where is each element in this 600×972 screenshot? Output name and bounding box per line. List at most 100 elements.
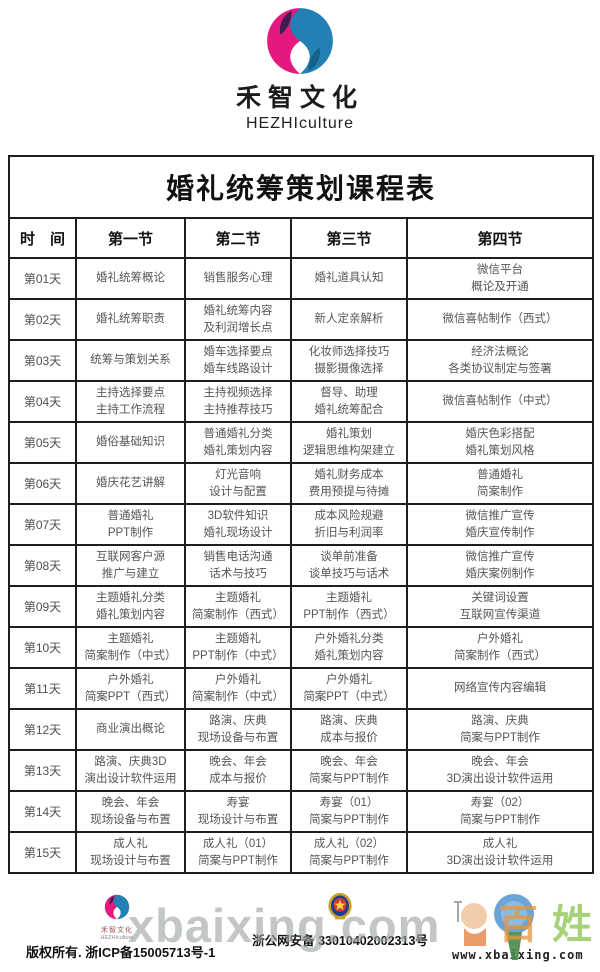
session-cell: 主题婚礼 简案制作（中式） [75,626,186,669]
day-cell: 第13天 [8,749,77,792]
col-head-session1: 第一节 [75,217,186,259]
footer: 禾智文化 HEZHIculture 版权所有. 浙ICP备15005713号-1… [0,892,600,970]
footer-brand: 禾智文化 HEZHIculture [72,894,162,941]
day-cell: 第09天 [8,585,77,628]
session-cell: 微信平台 概论及开通 [406,257,594,300]
session-cell: 晚会、年会 现场设备与布置 [75,790,186,833]
session-cell: 成人礼 现场设计与布置 [75,831,186,874]
session-cell: 谈单前准备 谈单技巧与话术 [290,544,408,587]
session-cell: 婚庆花艺讲解 [75,462,186,505]
session-cell: 婚礼统筹职责 [75,298,186,341]
watermark-cn-xing: 姓 [552,902,592,947]
police-badge-icon [328,892,352,920]
col-head-session4: 第四节 [406,217,594,259]
session-cell: 微信推广宣传 婚庆案例制作 [406,544,594,587]
session-cell: 户外婚礼分类 婚礼策划内容 [290,626,408,669]
session-cell: 微信喜帖制作（中式） [406,380,594,423]
day-cell: 第12天 [8,708,77,751]
session-cell: 寿宴（01） 简案与PPT制作 [290,790,408,833]
session-cell: 新人定亲解析 [290,298,408,341]
course-table-body: 婚礼统筹策划课程表 时 间 第一节 第二节 第三节 第四节 第01天 婚礼统筹概… [8,155,594,874]
session-cell: 婚礼统筹内容 及利润增长点 [184,298,292,341]
session-cell: 主持选择要点 主持工作流程 [75,380,186,423]
session-cell: 销售服务心理 [184,257,292,300]
brand-name-en: HEZHIculture [245,115,355,132]
table-row: 第02天 婚礼统筹职责 婚礼统筹内容 及利润增长点 新人定亲解析 微信喜帖制作（… [8,298,594,341]
table-row: 第10天 主题婚礼 简案制作（中式） 主题婚礼 PPT制作（中式） 户外婚礼分类… [8,626,594,669]
session-cell: 婚礼策划 逻辑思维构架建立 [290,421,408,464]
session-cell: 晚会、年会 3D演出设计软件运用 [406,749,594,792]
col-head-time: 时 间 [8,217,77,259]
footer-brand-en: HEZHIculture [100,935,134,941]
session-cell: 婚礼财务成本 费用预提与待摊 [290,462,408,505]
table-row: 第13天 路演、庆典3D 演出设计软件运用 晚会、年会 成本与报价 晚会、年会 … [8,749,594,792]
day-cell: 第04天 [8,380,77,423]
col-head-session2: 第二节 [184,217,292,259]
table-row: 第06天 婚庆花艺讲解 灯光音响 设计与配置 婚礼财务成本 费用预提与待摊 普通… [8,462,594,505]
session-cell: 成人礼 3D演出设计软件运用 [406,831,594,874]
table-row: 第12天 商业演出概论 路演、庆典 现场设备与布置 路演、庆典 成本与报价 路演… [8,708,594,751]
day-cell: 第08天 [8,544,77,587]
course-table: 婚礼统筹策划课程表 时 间 第一节 第二节 第三节 第四节 第01天 婚礼统筹概… [8,155,594,874]
table-header-row: 时 间 第一节 第二节 第三节 第四节 [8,217,594,259]
session-cell: 商业演出概论 [75,708,186,751]
session-cell: 销售电话沟通 话术与技巧 [184,544,292,587]
session-cell: 主题婚礼 简案制作（西式） [184,585,292,628]
security-record-number: 浙公网安备 33010402002313号 [252,934,428,948]
session-cell: 经济法概论 各类协议制定与签署 [406,339,594,382]
day-cell: 第15天 [8,831,77,874]
session-cell: 路演、庆典3D 演出设计软件运用 [75,749,186,792]
session-cell: 寿宴（02） 简案与PPT制作 [406,790,594,833]
table-row: 第14天 晚会、年会 现场设备与布置 寿宴 现场设计与布置 寿宴（01） 简案与… [8,790,594,833]
session-cell: 婚庆色彩搭配 婚礼策划风格 [406,421,594,464]
session-cell: 晚会、年会 简案与PPT制作 [290,749,408,792]
session-cell: 户外婚礼 简案制作（中式） [184,667,292,710]
day-cell: 第03天 [8,339,77,382]
session-cell: 主题婚礼 PPT制作（西式） [290,585,408,628]
session-cell: 路演、庆典 简案与PPT制作 [406,708,594,751]
hezhi-logo-small-icon [104,894,130,920]
table-row: 第09天 主题婚礼分类 婚礼策划内容 主题婚礼 简案制作（西式） 主题婚礼 PP… [8,585,594,628]
day-cell: 第07天 [8,503,77,546]
day-cell: 第02天 [8,298,77,341]
table-row: 第07天 普通婚礼 PPT制作 3D软件知识 婚礼现场设计 成本风险规避 折旧与… [8,503,594,546]
session-cell: 3D软件知识 婚礼现场设计 [184,503,292,546]
session-cell: 微信推广宣传 婚庆宣传制作 [406,503,594,546]
brand-header: 禾智文化 HEZHIculture [0,6,600,133]
session-cell: 户外婚礼 简案PPT（中式） [290,667,408,710]
table-row: 第05天 婚俗基础知识 普通婚礼分类 婚礼策划内容 婚礼策划 逻辑思维构架建立 … [8,421,594,464]
table-row: 第15天 成人礼 现场设计与布置 成人礼（01） 简案与PPT制作 成人礼（02… [8,831,594,874]
brand-name-cn: 禾智文化 [235,84,364,112]
session-cell: 寿宴 现场设计与布置 [184,790,292,833]
session-cell: 普通婚礼 PPT制作 [75,503,186,546]
session-cell: 主题婚礼分类 婚礼策划内容 [75,585,186,628]
table-row: 第01天 婚礼统筹概论 销售服务心理 婚礼道具认知 微信平台 概论及开通 [8,257,594,300]
session-cell: 主题婚礼 PPT制作（中式） [184,626,292,669]
table-row: 第08天 互联网客户源 推广与建立 销售电话沟通 话术与技巧 谈单前准备 谈单技… [8,544,594,587]
site-url-link[interactable]: www.xbaixing.com [452,948,584,962]
hezhi-logo-icon [267,8,333,74]
page-title: 婚礼统筹策划课程表 [8,155,594,219]
session-cell: 晚会、年会 成本与报价 [184,749,292,792]
session-cell: 路演、庆典 现场设备与布置 [184,708,292,751]
day-cell: 第11天 [8,667,77,710]
session-cell: 网络宣传内容编辑 [406,667,594,710]
icp-copyright: 版权所有. 浙ICP备15005713号-1 [26,945,216,960]
session-cell: 婚礼道具认知 [290,257,408,300]
table-row: 第04天 主持选择要点 主持工作流程 主持视频选择 主持推荐技巧 督导、助理 婚… [8,380,594,423]
session-cell: 婚车选择要点 婚车线路设计 [184,339,292,382]
session-cell: 微信喜帖制作（西式） [406,298,594,341]
day-cell: 第05天 [8,421,77,464]
session-cell: 婚俗基础知识 [75,421,186,464]
session-cell: 普通婚礼分类 婚礼策划内容 [184,421,292,464]
session-cell: 户外婚礼 简案PPT（西式） [75,667,186,710]
session-cell: 成本风险规避 折旧与利润率 [290,503,408,546]
session-cell: 普通婚礼 简案制作 [406,462,594,505]
day-cell: 第01天 [8,257,77,300]
table-row: 第11天 户外婚礼 简案PPT（西式） 户外婚礼 简案制作（中式） 户外婚礼 简… [8,667,594,710]
session-cell: 路演、庆典 成本与报价 [290,708,408,751]
day-cell: 第14天 [8,790,77,833]
session-cell: 统筹与策划关系 [75,339,186,382]
session-cell: 成人礼（01） 简案与PPT制作 [184,831,292,874]
table-title-row: 婚礼统筹策划课程表 [8,155,594,219]
